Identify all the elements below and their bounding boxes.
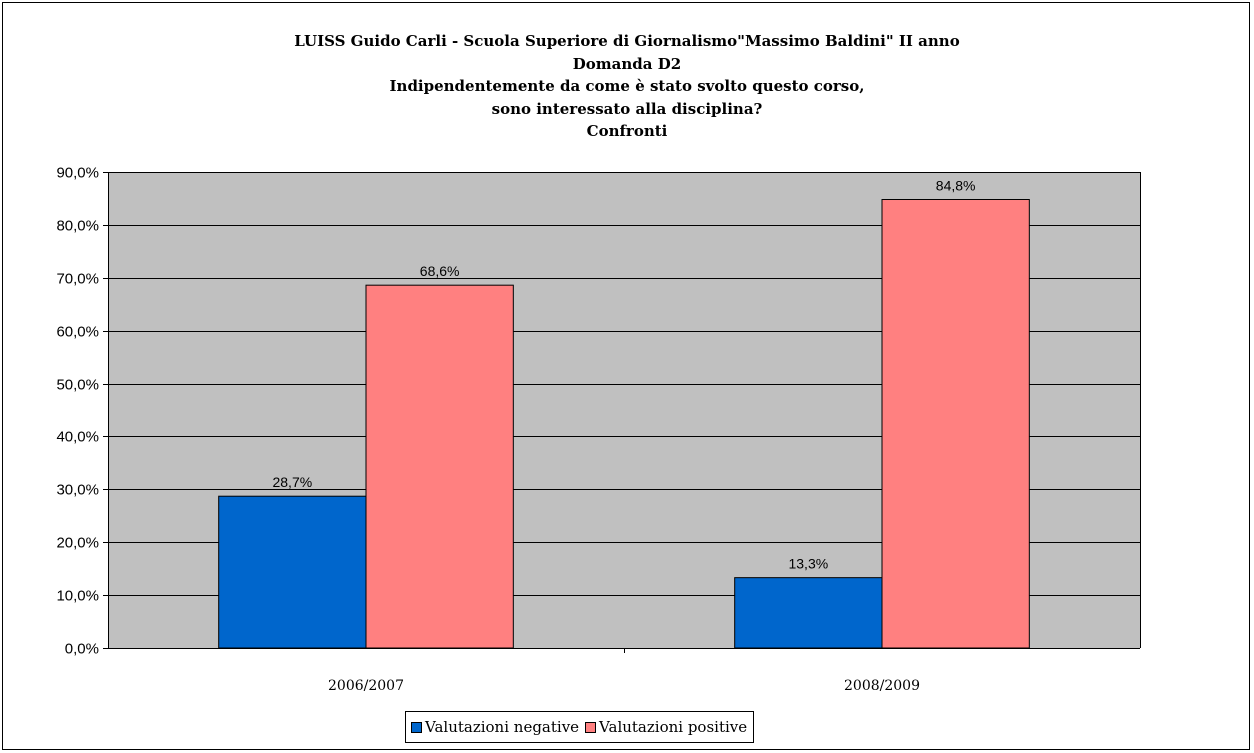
y-tick-label-2: 20,0% <box>56 535 99 552</box>
y-tick-label-6: 60,0% <box>56 324 99 341</box>
legend-item-negative: Valutazioni negative <box>411 718 579 736</box>
y-tick-label-7: 70,0% <box>56 271 99 288</box>
chart-legend: Valutazioni negative Valutazioni positiv… <box>405 711 755 743</box>
title-line-1: LUISS Guido Carli - Scuola Superiore di … <box>294 32 960 50</box>
legend-label-negative: Valutazioni negative <box>425 718 580 736</box>
bar-negative-0 <box>218 495 367 649</box>
legend-label-positive: Valutazioni positive <box>599 718 748 736</box>
y-tick-label-3: 30,0% <box>56 482 99 499</box>
legend-item-positive: Valutazioni positive <box>585 718 747 736</box>
bar-positive-0 <box>365 284 514 649</box>
y-tick-label-0: 0,0% <box>65 641 99 658</box>
y-tick-label-8: 80,0% <box>56 218 99 235</box>
y-tick-label-1: 10,0% <box>56 588 99 605</box>
y-tick-label-9: 90,0% <box>56 165 99 182</box>
legend-swatch-positive <box>585 721 597 733</box>
title-line-4: sono interessato alla disciplina? <box>491 99 763 118</box>
x-category-label-0: 2006/2007 <box>328 678 404 694</box>
x-category-label-1: 2008/2009 <box>844 678 920 694</box>
title-line-5: Confronti <box>586 122 668 140</box>
legend-swatch-negative <box>411 721 422 733</box>
data-label-positive-0: 68,6% <box>420 263 460 279</box>
data-label-positive-1: 84,8% <box>936 178 976 194</box>
bar-positive-1 <box>881 199 1030 649</box>
bar-negative-1 <box>734 577 883 649</box>
data-label-negative-0: 28,7% <box>272 474 312 490</box>
y-tick-label-4: 40,0% <box>56 429 99 446</box>
data-label-negative-1: 13,3% <box>788 556 828 572</box>
title-line-2: Domanda D2 <box>572 54 682 73</box>
y-tick-label-5: 50,0% <box>56 377 99 394</box>
chart-title: LUISS Guido Carli - Scuola Superiore di … <box>0 30 1254 143</box>
title-line-3: Indipendentemente da come è stato svolto… <box>389 77 865 95</box>
